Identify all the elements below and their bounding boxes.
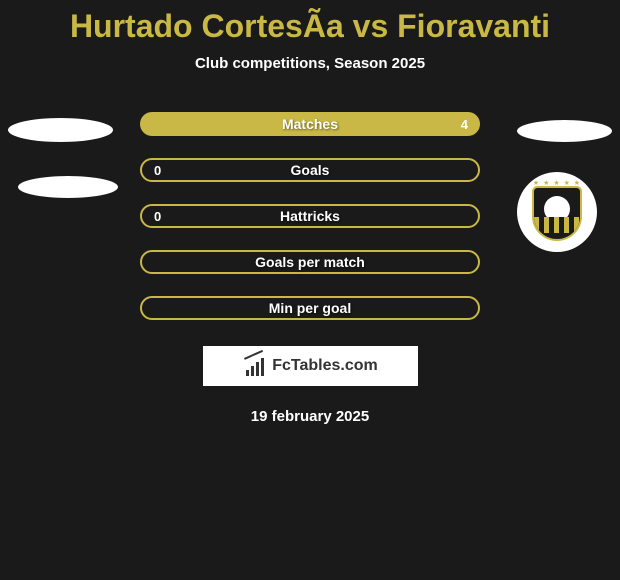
stat-row-goals-per-match: Goals per match [140,250,480,274]
stat-rows: Matches 4 0 Goals 0 Hattricks Goals per … [140,112,480,320]
stat-right-value: 4 [461,117,468,132]
page-title: Hurtado CortesÃ­a vs Fioravanti [70,8,550,45]
right-team-ellipse [517,120,612,142]
stat-label: Min per goal [269,300,351,316]
player-right-badges: ★ ★ ★ ★ ★ [517,112,612,252]
stat-row-hattricks: 0 Hattricks [140,204,480,228]
brand-badge: FcTables.com [203,346,418,386]
stat-row-goals: 0 Goals [140,158,480,182]
right-team-crest: ★ ★ ★ ★ ★ [517,172,597,252]
stat-left-value: 0 [154,163,161,178]
stat-label: Goals [291,162,330,178]
stat-left-value: 0 [154,209,161,224]
stat-label: Matches [282,116,338,132]
left-team-ellipse-1 [8,118,113,142]
comparison-card: Hurtado CortesÃ­a vs Fioravanti Club com… [0,0,620,580]
player-left-badges [8,112,118,198]
stats-area: ★ ★ ★ ★ ★ Matches 4 0 Goals 0 [0,112,620,320]
brand-chart-icon [242,356,266,376]
stat-row-matches: Matches 4 [140,112,480,136]
brand-text: FcTables.com [272,357,378,375]
date-label: 19 february 2025 [251,408,369,425]
left-team-ellipse-2 [18,176,118,198]
stat-label: Goals per match [255,254,365,270]
stat-label: Hattricks [280,208,340,224]
crest-stripes-icon [534,217,580,233]
stat-row-min-per-goal: Min per goal [140,296,480,320]
subtitle: Club competitions, Season 2025 [195,55,425,72]
crest-shield-icon [532,186,582,241]
